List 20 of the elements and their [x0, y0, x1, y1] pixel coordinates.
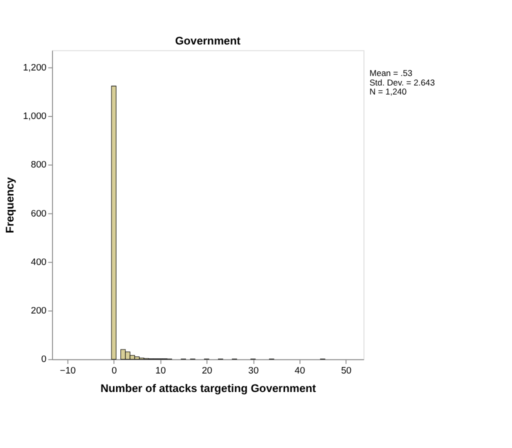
x-tick-label: 40: [294, 365, 306, 376]
y-tick-label: 600: [30, 208, 47, 218]
text: Mean = .53: [369, 68, 413, 78]
y-tick-label: 800: [30, 160, 47, 170]
y-tick-label: 1,000: [23, 110, 47, 121]
y-tick-label: 200: [30, 306, 47, 316]
x-tick-label: 50: [341, 365, 352, 376]
y-axis-title: Frequency: [4, 176, 17, 234]
y-tick-label: 400: [30, 256, 47, 267]
text: Std. Dev. = 2.643: [369, 77, 436, 88]
x-tick-label: 10: [155, 365, 166, 376]
y-tick-label: 1,200: [23, 62, 47, 72]
x-tick-label: 20: [202, 365, 212, 376]
chart-title: Government: [175, 35, 241, 48]
x-tick-label: 30: [248, 365, 259, 376]
y-tick-label: 0: [41, 354, 47, 364]
text: N = 1,240: [369, 86, 407, 97]
x-axis-title: Number of attacks targeting Government: [100, 383, 316, 396]
x-tick-label: 0: [112, 365, 117, 376]
x-tick-label: −10: [60, 365, 76, 376]
